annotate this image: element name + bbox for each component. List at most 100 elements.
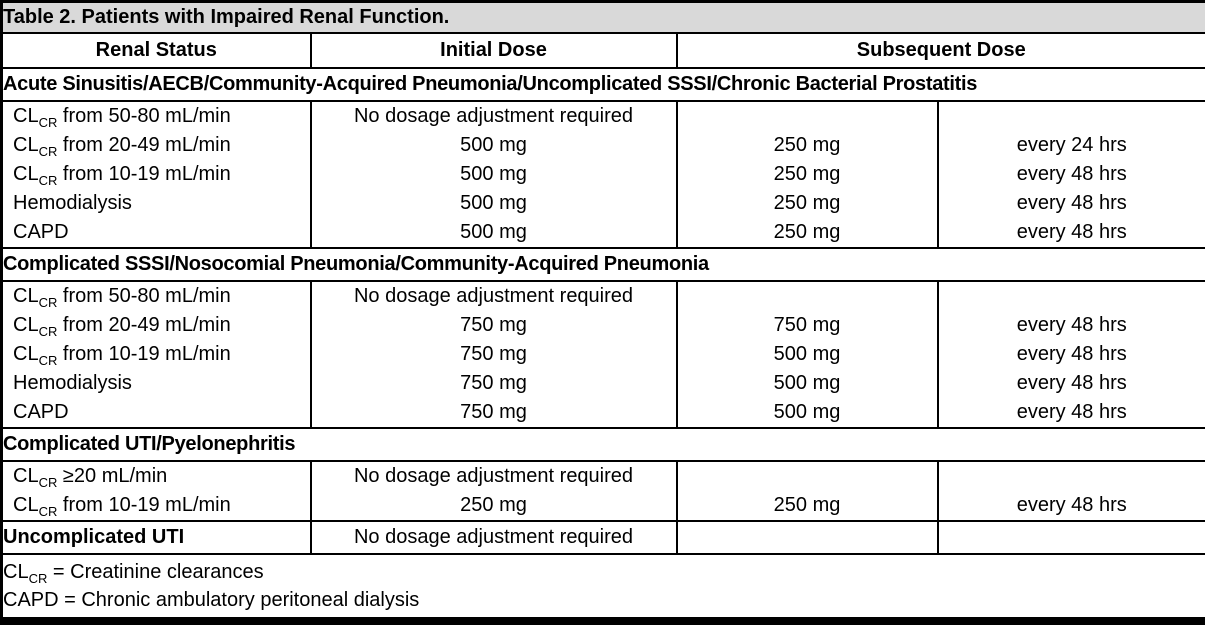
dose-frequency-value: every 48 hrs xyxy=(1016,163,1127,185)
column-header-row: Renal Status Initial Dose Subsequent Dos… xyxy=(0,32,1205,69)
table-title-row: Table 2. Patients with Impaired Renal Fu… xyxy=(0,0,1205,34)
table-title: Table 2. Patients with Impaired Renal Fu… xyxy=(0,0,1205,34)
clcr-range: from 20-49 mL/min xyxy=(57,134,231,156)
renal-status-value: CLCR from 50-80 mL/min xyxy=(13,283,309,311)
uncomplicated-uti-frequency xyxy=(936,520,1205,555)
dose-frequency-value: every 48 hrs xyxy=(1016,494,1127,516)
clcr-text: CL xyxy=(13,105,39,127)
clcr-subscript: CR xyxy=(38,295,58,310)
renal-status-value: CAPD xyxy=(13,401,69,423)
renal-status-value: CAPD xyxy=(13,221,69,243)
section-1-renal-status-cell: CLCR from 50-80 mL/min CLCR from 20-49 m… xyxy=(0,100,312,249)
clcr-subscript: CR xyxy=(38,115,58,130)
initial-dose-value: 500 mg xyxy=(460,192,527,214)
clcr-subscript: CR xyxy=(38,353,58,368)
initial-dose-value: 500 mg xyxy=(460,163,527,185)
uncomplicated-uti-initial-dose: No dosage adjustment required xyxy=(309,520,678,555)
section-2-body-row: CLCR from 50-80 mL/min CLCR from 20-49 m… xyxy=(0,280,1205,429)
dose-frequency-value: every 48 hrs xyxy=(1016,401,1127,423)
section-1-header-row: Acute Sinusitis/AECB/Community-Acquired … xyxy=(0,67,1205,102)
clcr-range: from 50-80 mL/min xyxy=(57,105,231,127)
section-1-header: Acute Sinusitis/AECB/Community-Acquired … xyxy=(0,67,1205,102)
section-2-initial-dose-cell: No dosage adjustment required 750 mg 750… xyxy=(309,280,678,429)
subsequent-dose-value: 250 mg xyxy=(773,221,841,243)
subsequent-dose-value: 500 mg xyxy=(773,343,841,365)
clcr-subscript: CR xyxy=(38,144,58,159)
section-3-subsequent-dose-cell: 250 mg xyxy=(675,460,939,522)
uncomplicated-uti-label: Uncomplicated UTI xyxy=(0,520,312,555)
clcr-range: from 50-80 mL/min xyxy=(57,285,231,307)
section-2-frequency-cell: every 48 hrs every 48 hrs every 48 hrs e… xyxy=(936,280,1205,429)
dose-frequency-value xyxy=(940,463,1205,491)
dose-frequency-value: every 48 hrs xyxy=(1016,314,1127,336)
clcr-text: CL xyxy=(13,314,39,336)
clcr-range: ≥20 mL/min xyxy=(57,465,168,487)
column-header-renal-status: Renal Status xyxy=(0,32,312,69)
initial-dose-value: 750 mg xyxy=(460,372,527,394)
clcr-subscript: CR xyxy=(38,173,58,188)
initial-dose-value: 250 mg xyxy=(460,494,527,516)
renal-status-value: Hemodialysis xyxy=(13,372,132,394)
footnote-capd: CAPD = Chronic ambulatory peritoneal dia… xyxy=(3,589,420,611)
initial-dose-value: No dosage adjustment required xyxy=(353,105,634,127)
subsequent-dose-value: 500 mg xyxy=(773,401,841,423)
section-3-header: Complicated UTI/Pyelonephritis xyxy=(0,427,1205,462)
dose-frequency-value: every 48 hrs xyxy=(1016,221,1127,243)
initial-dose-value: 500 mg xyxy=(460,134,527,156)
subsequent-dose-value: 250 mg xyxy=(773,494,841,516)
clcr-text: CL xyxy=(13,465,39,487)
subsequent-dose-value: 750 mg xyxy=(773,314,841,336)
clcr-range: from 10-19 mL/min xyxy=(57,494,231,516)
section-2-renal-status-cell: CLCR from 50-80 mL/min CLCR from 20-49 m… xyxy=(0,280,312,429)
initial-dose-value: 750 mg xyxy=(460,401,527,423)
section-1-frequency-cell: every 24 hrs every 48 hrs every 48 hrs e… xyxy=(936,100,1205,249)
dose-frequency-value: every 48 hrs xyxy=(1016,372,1127,394)
dose-frequency-value: every 48 hrs xyxy=(1016,343,1127,365)
section-3-frequency-cell: every 48 hrs xyxy=(936,460,1205,522)
renal-status-value: CLCR from 50-80 mL/min xyxy=(13,103,309,131)
section-3-body-row: CLCR ≥20 mL/min CLCR from 10-19 mL/min N… xyxy=(0,460,1205,522)
footnote-row: CLCR = Creatinine clearances CAPD = Chro… xyxy=(0,553,1205,622)
section-2-subsequent-dose-cell: 750 mg 500 mg 500 mg 500 mg xyxy=(675,280,939,429)
section-2-header: Complicated SSSI/Nosocomial Pneumonia/Co… xyxy=(0,247,1205,282)
section-1-subsequent-dose-cell: 250 mg 250 mg 250 mg 250 mg xyxy=(675,100,939,249)
section-3-renal-status-cell: CLCR ≥20 mL/min CLCR from 10-19 mL/min xyxy=(0,460,312,522)
renal-status-value: CLCR from 20-49 mL/min xyxy=(13,131,309,160)
renal-status-value: CLCR ≥20 mL/min xyxy=(13,463,309,491)
renal-status-value: CLCR from 10-19 mL/min xyxy=(13,340,309,369)
clcr-text: CL xyxy=(13,134,39,156)
clcr-range: from 20-49 mL/min xyxy=(57,314,231,336)
section-2-header-row: Complicated SSSI/Nosocomial Pneumonia/Co… xyxy=(0,247,1205,282)
section-3-initial-dose-cell: No dosage adjustment required 250 mg xyxy=(309,460,678,522)
subsequent-dose-value xyxy=(679,283,936,311)
renal-status-value: CLCR from 10-19 mL/min xyxy=(13,160,309,189)
section-1-body-row: CLCR from 50-80 mL/min CLCR from 20-49 m… xyxy=(0,100,1205,249)
footnotes: CLCR = Creatinine clearances CAPD = Chro… xyxy=(0,553,1205,622)
clcr-subscript: CR xyxy=(38,324,58,339)
renal-status-value: CLCR from 20-49 mL/min xyxy=(13,311,309,340)
column-header-subsequent-dose: Subsequent Dose xyxy=(675,32,1205,69)
uncomplicated-uti-subsequent-dose xyxy=(675,520,939,555)
footnote-clcr-definition: = Creatinine clearances xyxy=(47,561,264,583)
initial-dose-value: 750 mg xyxy=(460,314,527,336)
subsequent-dose-value: 250 mg xyxy=(773,134,841,156)
dose-frequency-value: every 24 hrs xyxy=(1016,134,1127,156)
footnote-clcr: CLCR = Creatinine clearances xyxy=(4,558,1205,586)
subsequent-dose-value: 250 mg xyxy=(773,192,841,214)
subsequent-dose-value xyxy=(679,103,936,131)
initial-dose-value: No dosage adjustment required xyxy=(353,465,634,487)
subsequent-dose-value: 500 mg xyxy=(773,372,841,394)
initial-dose-value: 750 mg xyxy=(460,343,527,365)
initial-dose-value: 500 mg xyxy=(460,221,527,243)
renal-status-value: Hemodialysis xyxy=(13,192,132,214)
initial-dose-value: No dosage adjustment required xyxy=(353,285,634,307)
section-1-initial-dose-cell: No dosage adjustment required 500 mg 500… xyxy=(309,100,678,249)
dose-frequency-value xyxy=(940,283,1205,311)
subsequent-dose-value xyxy=(679,463,936,491)
clcr-range: from 10-19 mL/min xyxy=(57,163,231,185)
clcr-subscript: CR xyxy=(38,475,58,490)
uncomplicated-uti-row: Uncomplicated UTI No dosage adjustment r… xyxy=(0,520,1205,555)
renal-status-value: CLCR from 10-19 mL/min xyxy=(13,491,309,519)
